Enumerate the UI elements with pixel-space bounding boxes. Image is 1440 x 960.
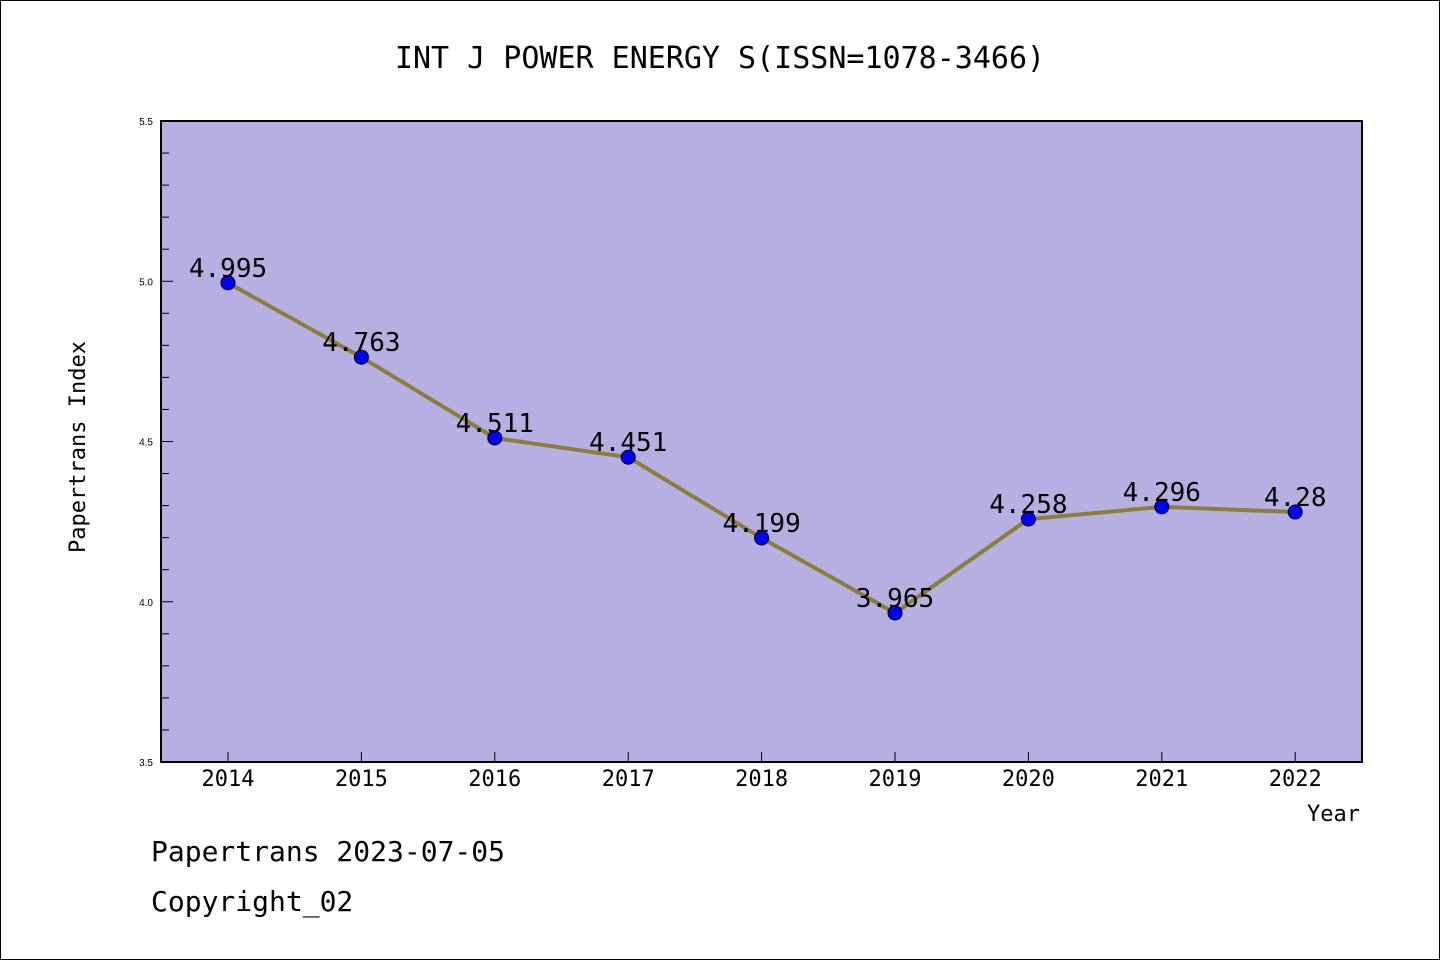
x-tick-label: 2020 <box>1002 767 1055 792</box>
data-point <box>487 430 503 446</box>
data-label: 4.296 <box>1123 478 1201 508</box>
x-tick-label: 2019 <box>869 767 922 792</box>
y-axis-label: Papertrans Index <box>66 341 91 553</box>
data-label: 4.258 <box>989 490 1067 520</box>
data-point <box>754 530 770 546</box>
data-label: 4.511 <box>456 409 534 439</box>
data-point <box>887 605 903 621</box>
series-markers <box>220 275 1303 621</box>
x-axis: 2014 2015 2016 2017 2018 2019 2020 2021 2022 <box>202 752 1322 792</box>
data-point <box>1020 511 1036 527</box>
data-label: 4.451 <box>589 428 667 458</box>
x-tick-label: 2021 <box>1135 767 1188 792</box>
x-tick-label: 2015 <box>335 767 388 792</box>
data-point <box>220 275 236 291</box>
data-label: 4.763 <box>322 328 400 358</box>
x-tick-label: 2018 <box>735 767 788 792</box>
data-point <box>620 449 636 465</box>
footer-copyright: Copyright_02 <box>151 885 354 918</box>
plot-area <box>160 120 1363 763</box>
y-tick-label: 5.0 <box>139 277 153 288</box>
x-tick-label: 2017 <box>602 767 655 792</box>
data-point <box>353 349 369 365</box>
x-tick-label: 2014 <box>202 767 255 792</box>
data-label: 4.199 <box>722 509 800 539</box>
data-label: 4.28 <box>1264 483 1327 513</box>
y-tick-label: 4.0 <box>139 598 153 609</box>
y-tick-label: 4.5 <box>139 438 153 449</box>
x-tick-label: 2022 <box>1269 767 1322 792</box>
data-point <box>1287 504 1303 520</box>
y-axis: 3.5 4.0 4.5 5.0 5.5 <box>139 117 173 769</box>
x-tick-label: 2016 <box>468 767 521 792</box>
data-labels: 4.995 4.763 4.511 4.451 4.199 3.965 4.258 4.296… <box>189 254 1327 614</box>
footer-date: Papertrans 2023-07-05 <box>151 835 506 868</box>
y-tick-label: 3.5 <box>139 758 153 769</box>
data-point <box>1154 499 1170 515</box>
y-tick-label: 5.5 <box>139 117 153 128</box>
chart-title: INT J POWER ENERGY S(ISSN=1078-3466) <box>395 41 1045 76</box>
x-axis-label: Year <box>1307 802 1360 827</box>
data-label: 4.995 <box>189 254 267 284</box>
data-label: 3.965 <box>856 584 934 614</box>
